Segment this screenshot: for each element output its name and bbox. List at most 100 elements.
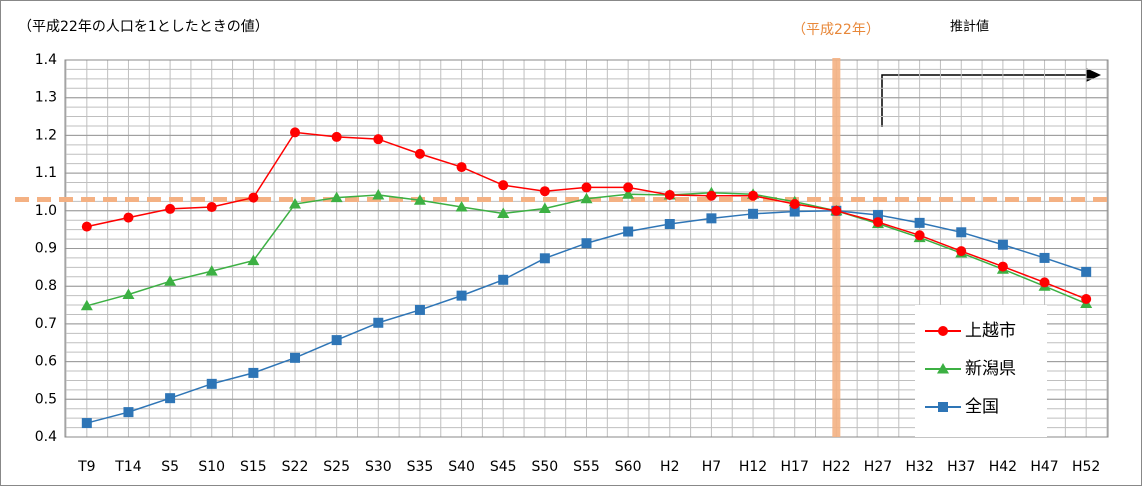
y-tick-label: 1.2 bbox=[35, 127, 57, 143]
highlight-bar bbox=[832, 58, 841, 437]
marker bbox=[956, 246, 967, 257]
marker bbox=[455, 201, 468, 212]
marker bbox=[331, 131, 342, 142]
marker bbox=[497, 207, 510, 218]
marker bbox=[248, 367, 259, 378]
x-tick-label: H2 bbox=[660, 459, 679, 475]
base-year-label: （平成22年） bbox=[792, 22, 880, 38]
marker bbox=[914, 230, 925, 241]
marker bbox=[997, 239, 1008, 250]
marker bbox=[289, 198, 302, 209]
marker bbox=[206, 202, 217, 213]
x-tick-label: H7 bbox=[702, 459, 721, 475]
marker bbox=[956, 227, 967, 238]
marker bbox=[414, 148, 425, 159]
marker bbox=[1081, 294, 1092, 305]
chart-title: （平成22年の人口を1としたときの値） bbox=[18, 19, 269, 35]
marker bbox=[1081, 266, 1092, 277]
marker bbox=[1039, 252, 1050, 263]
marker bbox=[1039, 277, 1050, 288]
y-tick-label: 0.9 bbox=[35, 241, 57, 257]
projection-arrow bbox=[881, 74, 1088, 127]
x-tick-label: S55 bbox=[573, 459, 600, 475]
x-tick-label: H42 bbox=[989, 459, 1017, 475]
marker bbox=[80, 299, 93, 311]
x-tick-label: H12 bbox=[739, 459, 767, 475]
y-tick-label: 1.4 bbox=[35, 52, 57, 68]
marker bbox=[247, 254, 260, 266]
x-tick-label: S60 bbox=[615, 459, 642, 475]
marker bbox=[622, 188, 635, 199]
marker bbox=[831, 205, 842, 216]
x-tick-label: S10 bbox=[198, 459, 225, 475]
y-tick-label: 0.4 bbox=[35, 429, 57, 445]
legend-marker bbox=[938, 326, 948, 336]
legend-label: 新潟県 bbox=[965, 359, 1016, 379]
marker bbox=[498, 274, 509, 285]
y-tick-label: 0.6 bbox=[35, 354, 57, 370]
x-tick-label: H17 bbox=[781, 459, 809, 475]
marker bbox=[664, 218, 675, 229]
x-tick-label: S30 bbox=[365, 459, 392, 475]
marker bbox=[205, 265, 218, 276]
x-tick-label: H52 bbox=[1072, 459, 1100, 475]
legend-marker bbox=[937, 363, 949, 374]
marker bbox=[872, 209, 883, 220]
x-tick-label: T9 bbox=[77, 459, 95, 475]
marker bbox=[331, 335, 342, 346]
y-tick-label: 1.0 bbox=[35, 203, 57, 219]
x-tick-label: S5 bbox=[161, 459, 179, 475]
y-tick-label: 0.7 bbox=[35, 316, 57, 332]
y-tick-label: 1.1 bbox=[35, 165, 57, 181]
marker bbox=[580, 192, 593, 204]
marker bbox=[123, 212, 134, 223]
x-tick-label: H27 bbox=[864, 459, 892, 475]
y-tick-label: 0.8 bbox=[35, 278, 57, 294]
x-tick-label: H47 bbox=[1030, 459, 1058, 475]
marker bbox=[623, 226, 634, 237]
marker bbox=[789, 199, 800, 210]
marker bbox=[81, 418, 92, 429]
marker bbox=[164, 275, 177, 286]
marker bbox=[165, 393, 176, 404]
x-tick-label: H22 bbox=[822, 459, 850, 475]
marker bbox=[498, 180, 509, 191]
marker bbox=[290, 352, 301, 363]
x-tick-label: H32 bbox=[905, 459, 933, 475]
x-tick-label: S50 bbox=[532, 459, 559, 475]
marker bbox=[206, 378, 217, 389]
marker bbox=[122, 288, 135, 299]
x-tick-label: H37 bbox=[947, 459, 975, 475]
marker bbox=[748, 190, 759, 201]
marker bbox=[373, 317, 384, 328]
marker bbox=[248, 192, 259, 203]
plot-border bbox=[64, 59, 1109, 438]
marker bbox=[623, 182, 634, 193]
marker bbox=[373, 134, 384, 145]
marker bbox=[290, 127, 301, 138]
series bbox=[81, 127, 1092, 305]
x-tick-label: S35 bbox=[407, 459, 434, 475]
marker bbox=[165, 203, 176, 214]
marker bbox=[81, 221, 92, 232]
marker bbox=[581, 238, 592, 249]
marker bbox=[581, 182, 592, 193]
marker bbox=[789, 206, 800, 217]
marker bbox=[413, 194, 426, 205]
marker bbox=[997, 261, 1008, 272]
legend-box bbox=[915, 305, 1047, 437]
marker bbox=[414, 304, 425, 315]
x-tick-label: S25 bbox=[323, 459, 350, 475]
y-tick-label: 1.3 bbox=[35, 90, 57, 106]
legend-label: 上越市 bbox=[965, 321, 1016, 341]
marker bbox=[456, 290, 467, 301]
marker bbox=[539, 253, 550, 264]
x-tick-label: S40 bbox=[448, 459, 475, 475]
marker bbox=[539, 186, 550, 197]
marker bbox=[748, 208, 759, 219]
series bbox=[81, 205, 1092, 429]
marker bbox=[706, 213, 717, 224]
marker bbox=[872, 217, 883, 228]
x-tick-label: S15 bbox=[240, 459, 267, 475]
